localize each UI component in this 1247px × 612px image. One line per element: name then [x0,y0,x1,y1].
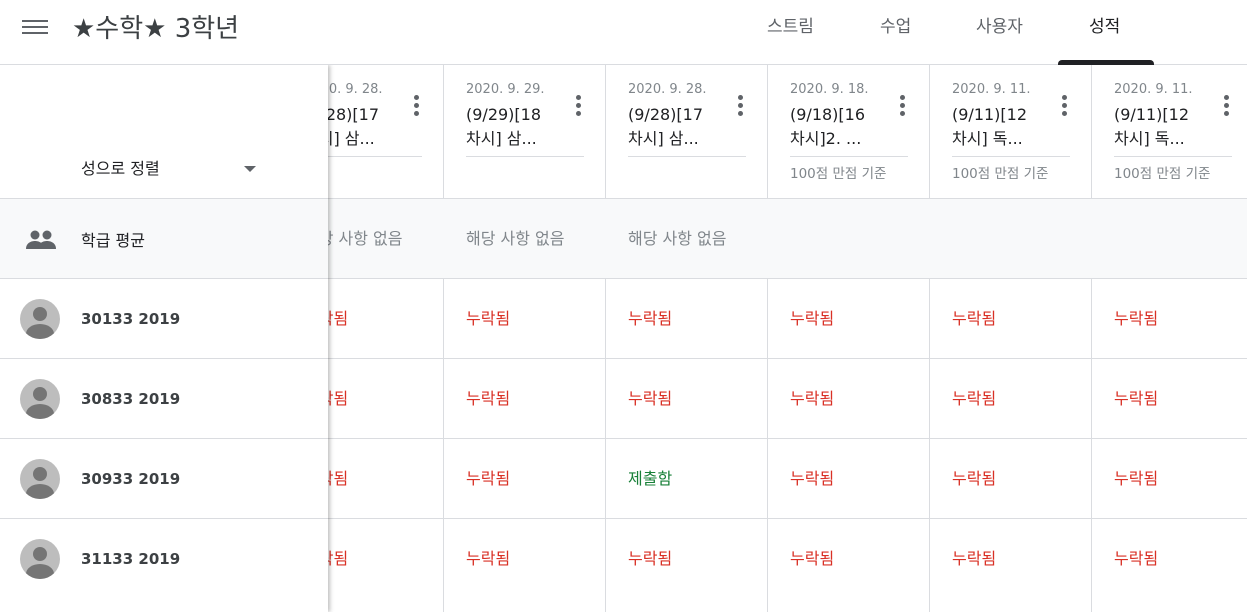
more-options-icon[interactable] [1224,95,1230,119]
grade-cell[interactable]: 누락됨 [768,358,930,438]
assignment-date: 2020. 9. 11. [952,82,1031,97]
assignment-title[interactable]: (9/11)[12 차시] 독... [952,105,1028,148]
grade-cell[interactable]: 누락됨 [768,518,930,598]
tab-classwork[interactable]: 수업 [880,17,912,37]
student-name[interactable]: 30133 2019 [81,309,181,328]
avatar [20,538,60,579]
top-bar: ★수학★ 3학년 스트림 수업 사용자 성적 [0,0,1247,65]
average-cell [768,198,930,278]
assignment-column: 2020. 9. 29. (9/29)[18 차시] 삼... 해당 사항 없음… [444,65,606,612]
more-options-icon[interactable] [900,95,906,119]
divider [466,156,584,157]
grade-cell[interactable]: 누락됨 [1092,438,1247,518]
assignment-column: 2020. 9. 11. (9/11)[12 차시] 독... 100점 만점 … [930,65,1092,612]
assignment-date: 2020. 9. 28. [628,82,707,97]
assignment-header[interactable]: 2020. 9. 28. (9/28)[17 차시] 삼... [606,65,768,198]
student-name[interactable]: 30933 2019 [81,469,181,488]
student-name[interactable]: 31133 2019 [81,549,181,568]
grade-cell[interactable]: 누락됨 [930,518,1092,598]
assignment-column: 2020. 9. 28. (9/28)[17 차시] 삼... 해당 사항 없음… [606,65,768,612]
grade-cell[interactable]: 누락됨 [930,358,1092,438]
divider [952,156,1070,157]
average-cell: 해당 사항 없음 [606,198,768,278]
grade-cell[interactable]: 누락됨 [768,278,930,358]
tab-stream[interactable]: 스트림 [767,17,814,37]
active-tab-indicator [1058,60,1154,65]
student-panel: 성으로 정렬 학급 평균 30133 2019 30833 2019 30933 2… [0,65,328,612]
grade-cell[interactable]: 누락됨 [606,518,768,598]
assignment-title[interactable]: (9/28)[17 차시] 삼... [628,105,704,148]
people-icon [26,230,56,249]
grade-cell[interactable]: 누락됨 [444,278,606,358]
sort-dropdown[interactable]: 성으로 정렬 [81,159,160,178]
grade-cell[interactable]: 누락됨 [444,438,606,518]
assignment-header[interactable]: 2020. 9. 18. (9/18)[16 차시]2. ... 100점 만점… [768,65,930,198]
assignment-header[interactable]: 2020. 9. 11. (9/11)[12 차시] 독... 100점 만점 … [930,65,1092,198]
grade-cell[interactable]: 누락됨 [768,438,930,518]
tab-people[interactable]: 사용자 [976,17,1023,37]
assignment-column: 2020. 9. 11. (9/11)[12 차시] 독... 100점 만점 … [1092,65,1247,612]
avatar [20,458,60,499]
assignment-date: 2020. 9. 11. [1114,82,1193,97]
class-title: ★수학★ 3학년 [72,14,240,44]
student-name[interactable]: 30833 2019 [81,389,181,408]
points-label: 100점 만점 기준 [790,166,887,182]
divider [790,156,908,157]
class-average-label: 학급 평균 [81,230,145,250]
assignment-header[interactable]: 2020. 9. 11. (9/11)[12 차시] 독... 100점 만점 … [1092,65,1247,198]
divider [304,156,422,157]
more-options-icon[interactable] [576,95,582,119]
assignment-title[interactable]: (9/18)[16 차시]2. ... [790,105,866,148]
assignment-date: 2020. 9. 29. [466,82,545,97]
avatar [20,298,60,339]
points-label: 100점 만점 기준 [1114,166,1211,182]
grade-cell[interactable]: 제출함 [606,438,768,518]
student-row[interactable]: 30933 2019 [0,438,328,518]
student-row[interactable]: 30133 2019 [0,278,328,358]
dropdown-arrow-icon[interactable] [244,166,256,172]
grade-cell[interactable]: 누락됨 [606,358,768,438]
menu-icon[interactable] [22,16,48,40]
assignment-title[interactable]: (9/11)[12 차시] 독... [1114,105,1190,148]
points-label: 100점 만점 기준 [952,166,1049,182]
more-options-icon[interactable] [414,95,420,119]
grade-cell[interactable]: 누락됨 [1092,518,1247,598]
average-cell: 해당 사항 없음 [444,198,606,278]
class-average-row: 학급 평균 [0,198,328,278]
grade-cell[interactable]: 누락됨 [930,278,1092,358]
average-cell [1092,198,1247,278]
grade-cell[interactable]: 누락됨 [930,438,1092,518]
divider [628,156,746,157]
student-row[interactable]: 31133 2019 [0,518,328,598]
average-cell [930,198,1092,278]
divider [1114,156,1232,157]
assignment-column: 2020. 9. 18. (9/18)[16 차시]2. ... 100점 만점… [768,65,930,612]
student-row[interactable]: 30833 2019 [0,358,328,438]
more-options-icon[interactable] [738,95,744,119]
grade-cell[interactable]: 누락됨 [1092,358,1247,438]
assignment-title[interactable]: (9/29)[18 차시] 삼... [466,105,542,148]
grade-cell[interactable]: 누락됨 [606,278,768,358]
more-options-icon[interactable] [1062,95,1068,119]
assignment-header[interactable]: 2020. 9. 29. (9/29)[18 차시] 삼... [444,65,606,198]
grade-cell[interactable]: 누락됨 [444,358,606,438]
grade-cell[interactable]: 누락됨 [1092,278,1247,358]
avatar [20,378,60,419]
grade-cell[interactable]: 누락됨 [444,518,606,598]
assignment-date: 2020. 9. 18. [790,82,869,97]
tab-grades[interactable]: 성적 [1089,17,1121,37]
